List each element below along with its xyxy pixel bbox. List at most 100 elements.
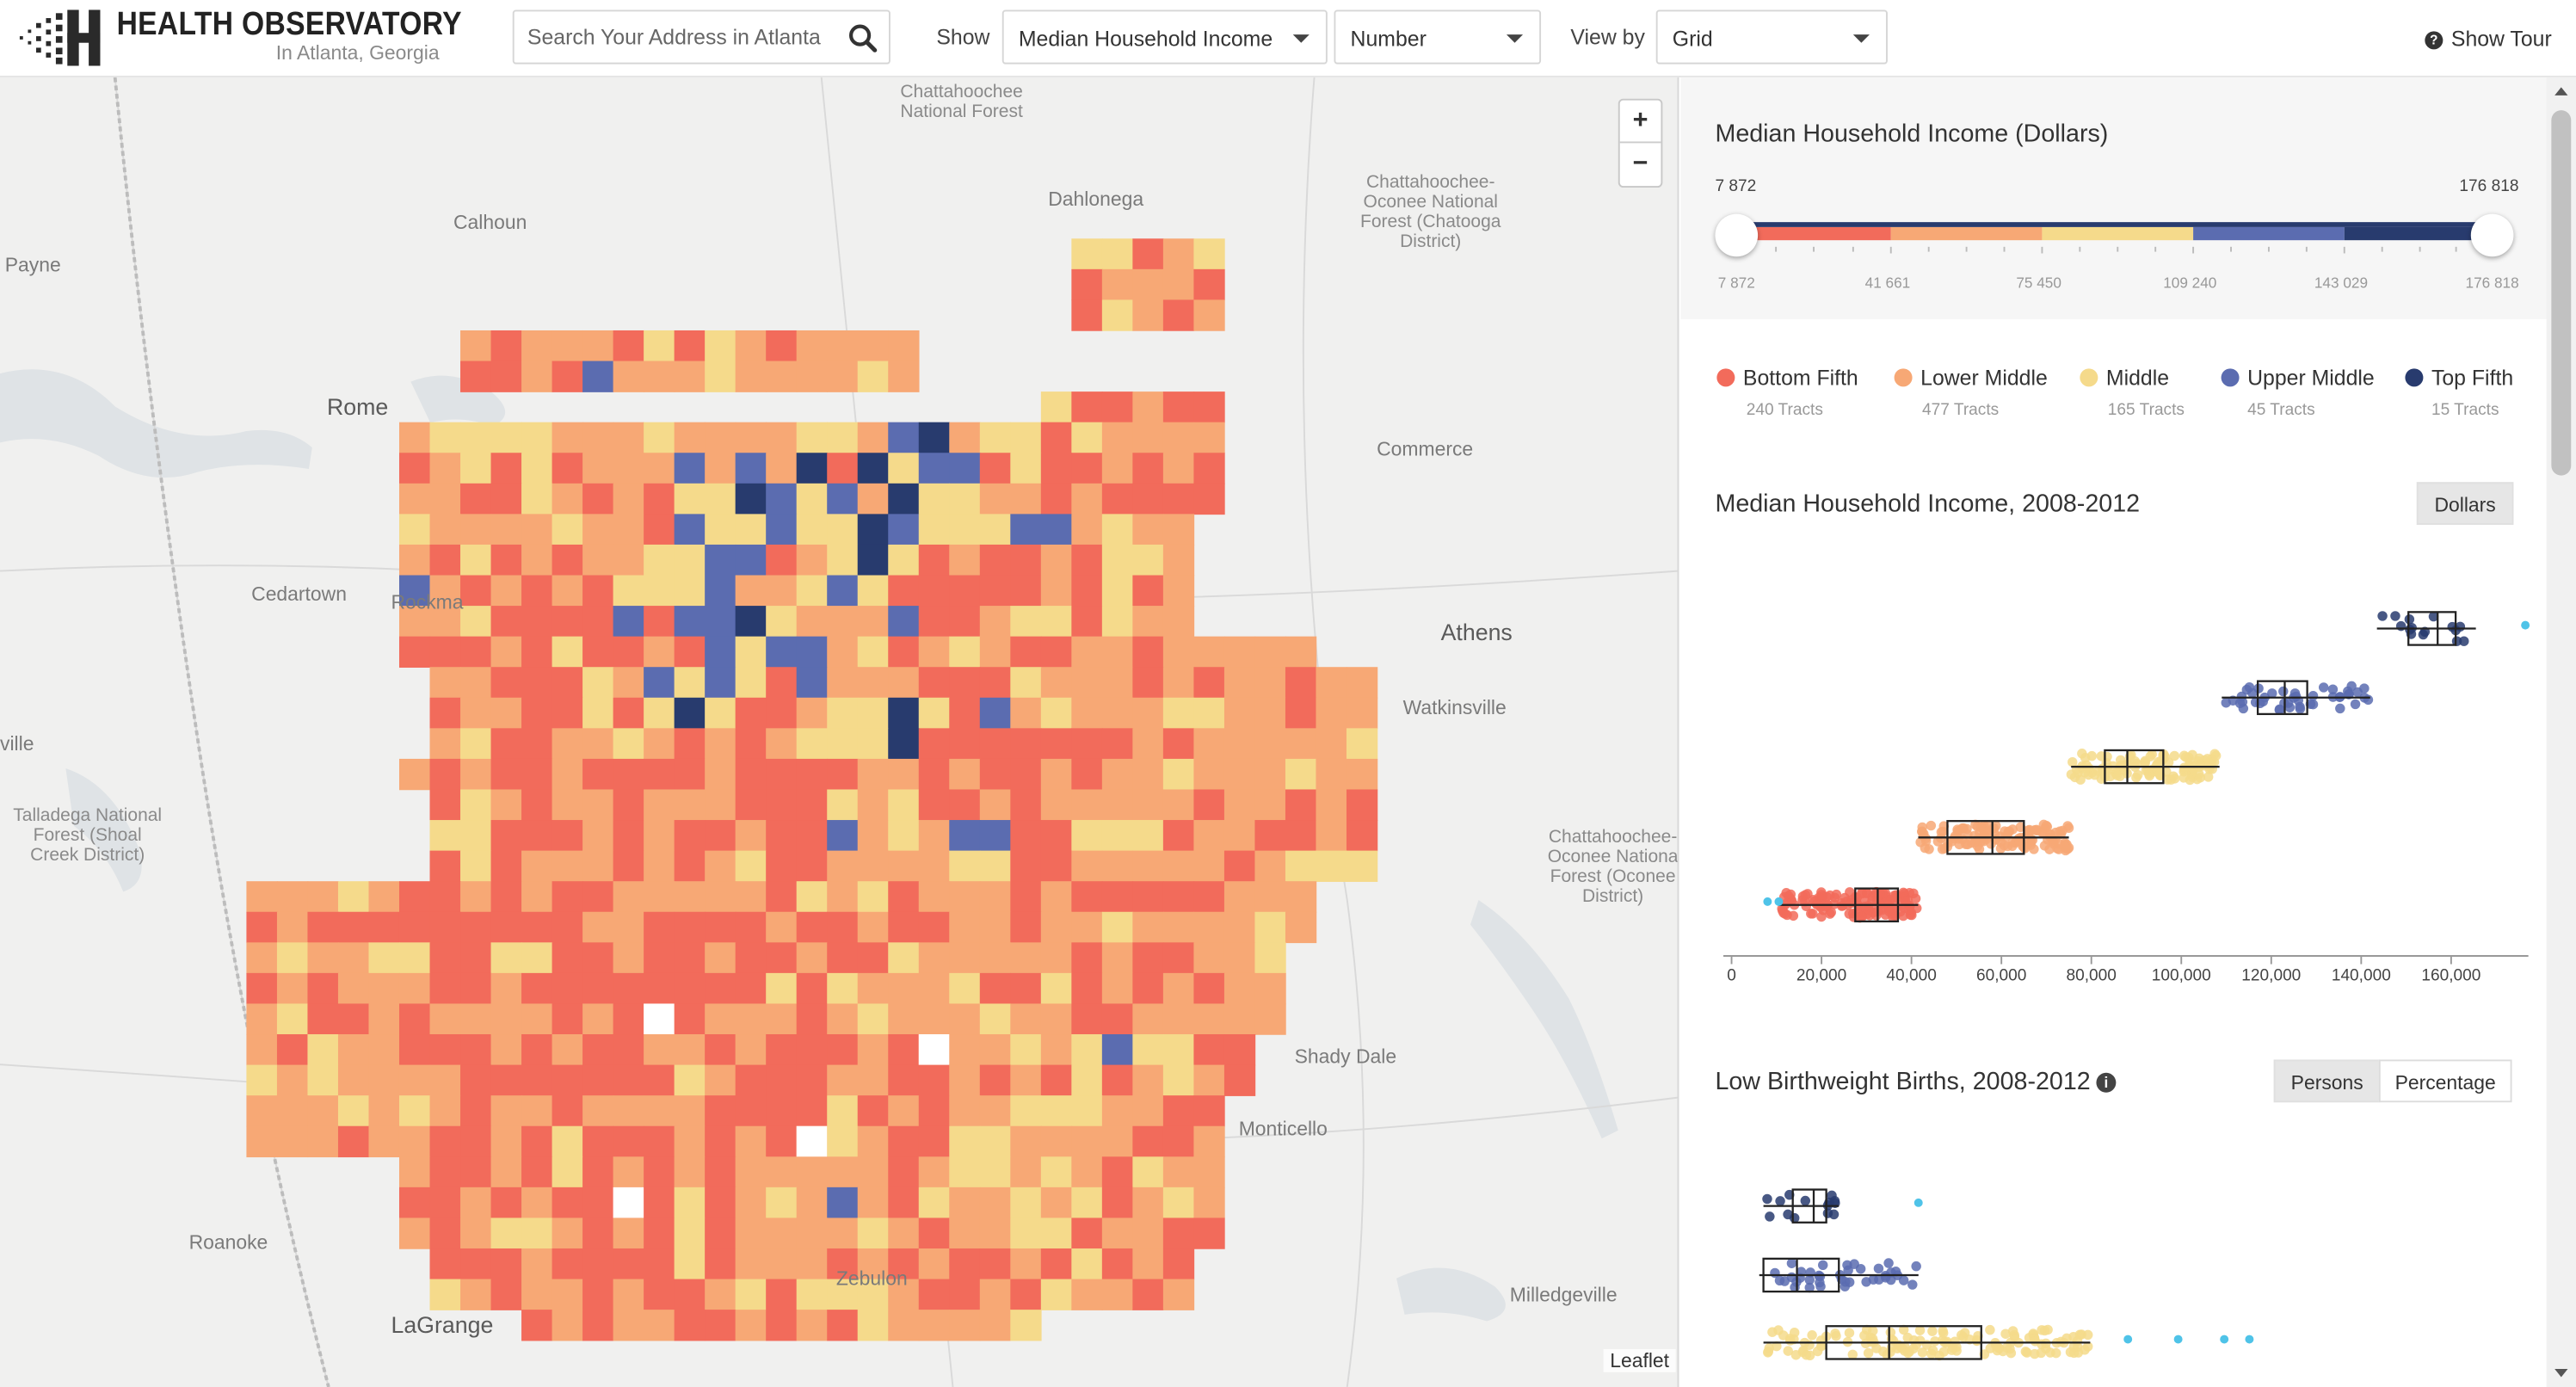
grid-cell[interactable]: [582, 1064, 614, 1096]
grid-cell[interactable]: [1071, 1095, 1103, 1127]
grid-cell[interactable]: [398, 1034, 431, 1066]
grid-cell[interactable]: [398, 422, 431, 454]
grid-cell[interactable]: [949, 575, 981, 607]
grid-cell[interactable]: [705, 1095, 736, 1127]
grid-cell[interactable]: [979, 972, 1012, 1005]
grid-cell[interactable]: [1010, 820, 1042, 852]
grid-cell[interactable]: [1010, 942, 1042, 974]
grid-cell[interactable]: [582, 514, 614, 546]
grid-cell[interactable]: [888, 1034, 920, 1066]
grid-cell[interactable]: [1101, 268, 1134, 301]
grid-cell[interactable]: [1132, 972, 1164, 1005]
grid-cell[interactable]: [1071, 1125, 1103, 1158]
grid-cell[interactable]: [1132, 667, 1164, 699]
grid-cell[interactable]: [1071, 1187, 1103, 1219]
grid-cell[interactable]: [460, 850, 492, 882]
grid-cell[interactable]: [735, 667, 767, 699]
grid-cell[interactable]: [857, 758, 890, 791]
grid-cell[interactable]: [1132, 268, 1164, 301]
grid-cell[interactable]: [888, 636, 920, 668]
grid-cell[interactable]: [827, 422, 859, 454]
grid-cell[interactable]: [674, 1217, 706, 1249]
grid-cell[interactable]: [1223, 697, 1256, 730]
grid-cell[interactable]: [1132, 575, 1164, 607]
grid-cell[interactable]: [949, 758, 981, 791]
grid-cell[interactable]: [1101, 850, 1134, 882]
grid-cell[interactable]: [796, 575, 828, 607]
grid-cell[interactable]: [1254, 881, 1286, 913]
grid-cell[interactable]: [674, 758, 706, 791]
grid-cell[interactable]: [918, 514, 951, 546]
grid-cell[interactable]: [1101, 1248, 1134, 1280]
grid-cell[interactable]: [857, 1156, 890, 1188]
grid-cell[interactable]: [368, 942, 400, 974]
grid-cell[interactable]: [979, 1034, 1012, 1066]
grid-cell[interactable]: [1162, 850, 1195, 882]
grid-cell[interactable]: [705, 1310, 736, 1341]
grid-cell[interactable]: [1040, 1187, 1073, 1219]
grid-cell[interactable]: [1101, 758, 1134, 791]
grid-cell[interactable]: [1010, 697, 1042, 730]
grid-cell[interactable]: [337, 1003, 370, 1035]
grid-cell[interactable]: [644, 820, 675, 852]
grid-cell[interactable]: [949, 1125, 981, 1158]
grid-cell[interactable]: [1254, 850, 1286, 882]
grid-cell[interactable]: [766, 636, 798, 668]
grid-cell[interactable]: [949, 820, 981, 852]
grid-cell[interactable]: [1316, 789, 1347, 821]
grid-cell[interactable]: [552, 422, 583, 454]
grid-cell[interactable]: [949, 1064, 981, 1096]
grid-cell[interactable]: [337, 972, 370, 1005]
grid-cell[interactable]: [490, 1156, 522, 1188]
grid-cell[interactable]: [827, 1064, 859, 1096]
grid-cell[interactable]: [521, 330, 553, 362]
grid-cell[interactable]: [1101, 1187, 1134, 1219]
grid-cell[interactable]: [429, 881, 461, 913]
grid-cell[interactable]: [521, 1095, 553, 1127]
grid-cell[interactable]: [429, 789, 461, 821]
grid-cell[interactable]: [1193, 697, 1225, 730]
grid-cell[interactable]: [552, 911, 583, 944]
grid-cell[interactable]: [918, 1095, 951, 1127]
grid-cell[interactable]: [1254, 728, 1286, 760]
map-view[interactable]: Payne Calhoun Chattahoochee National Fore…: [0, 77, 1679, 1387]
grid-cell[interactable]: [949, 850, 981, 882]
grid-cell[interactable]: [1162, 728, 1195, 760]
box-top-fifth[interactable]: [1762, 1188, 1923, 1224]
grid-cell[interactable]: [888, 1279, 920, 1310]
grid-cell[interactable]: [460, 697, 492, 730]
grid-cell[interactable]: [979, 1248, 1012, 1280]
grid-cell[interactable]: [490, 881, 522, 913]
grid-cell[interactable]: [613, 636, 644, 668]
grid-cell[interactable]: [888, 972, 920, 1005]
grid-cell[interactable]: [552, 361, 583, 392]
grid-cell[interactable]: [1223, 1064, 1256, 1096]
grid-cell[interactable]: [1132, 942, 1164, 974]
grid-cell[interactable]: [307, 881, 339, 913]
grid-cell[interactable]: [674, 1095, 706, 1127]
grid-cell[interactable]: [429, 1217, 461, 1249]
grid-cell[interactable]: [674, 422, 706, 454]
grid-cell[interactable]: [766, 820, 798, 852]
grid-cell[interactable]: [490, 1217, 522, 1249]
grid-cell[interactable]: [979, 1125, 1012, 1158]
grid-cell[interactable]: [1071, 1064, 1103, 1096]
grid-cell[interactable]: [613, 911, 644, 944]
grid-cell[interactable]: [827, 1217, 859, 1249]
grid-cell[interactable]: [429, 1003, 461, 1035]
grid-cell[interactable]: [705, 758, 736, 791]
grid-cell[interactable]: [766, 1156, 798, 1188]
grid-cell[interactable]: [521, 1217, 553, 1249]
grid-cell[interactable]: [1040, 422, 1073, 454]
grid-cell[interactable]: [705, 942, 736, 974]
grid-cell[interactable]: [1132, 606, 1164, 638]
grid-cell[interactable]: [1071, 544, 1103, 576]
grid-cell[interactable]: [1071, 391, 1103, 423]
grid-cell[interactable]: [368, 972, 400, 1005]
grid-cell[interactable]: [1010, 911, 1042, 944]
grid-cell[interactable]: [1132, 422, 1164, 454]
grid-cell[interactable]: [460, 881, 492, 913]
grid-cell[interactable]: [1162, 636, 1195, 668]
grid-cell[interactable]: [1040, 850, 1073, 882]
grid-cell[interactable]: [979, 850, 1012, 882]
